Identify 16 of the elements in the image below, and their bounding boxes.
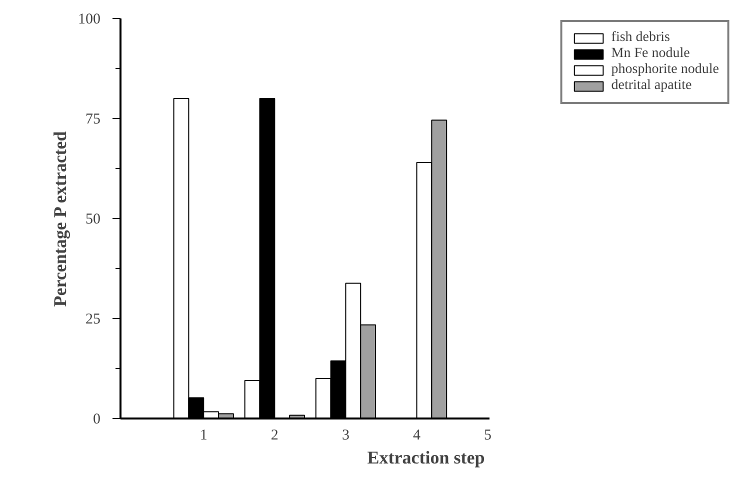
x-tick-label: 5: [484, 428, 492, 444]
y-tick-label: 25: [86, 312, 100, 328]
x-axis-title: Extraction step: [367, 448, 485, 468]
y-axis-title: Percentage P extracted: [50, 131, 70, 307]
legend-label: detrital apatite: [611, 78, 692, 94]
x-tick-label: 4: [413, 428, 422, 444]
y-tick-label: 0: [93, 412, 100, 428]
legend-label: Mn Fe nodule: [611, 46, 690, 62]
y-tick-label: 50: [86, 212, 100, 228]
x-tick-label: 3: [342, 428, 350, 444]
x-tick-label: 2: [270, 428, 278, 444]
y-tick-label: 75: [86, 112, 100, 128]
legend-label: fish debris: [611, 30, 670, 46]
x-tick-label: 1: [200, 428, 208, 444]
y-tick-label: 100: [78, 12, 100, 28]
legend-label: phosphorite nodule: [611, 62, 719, 78]
